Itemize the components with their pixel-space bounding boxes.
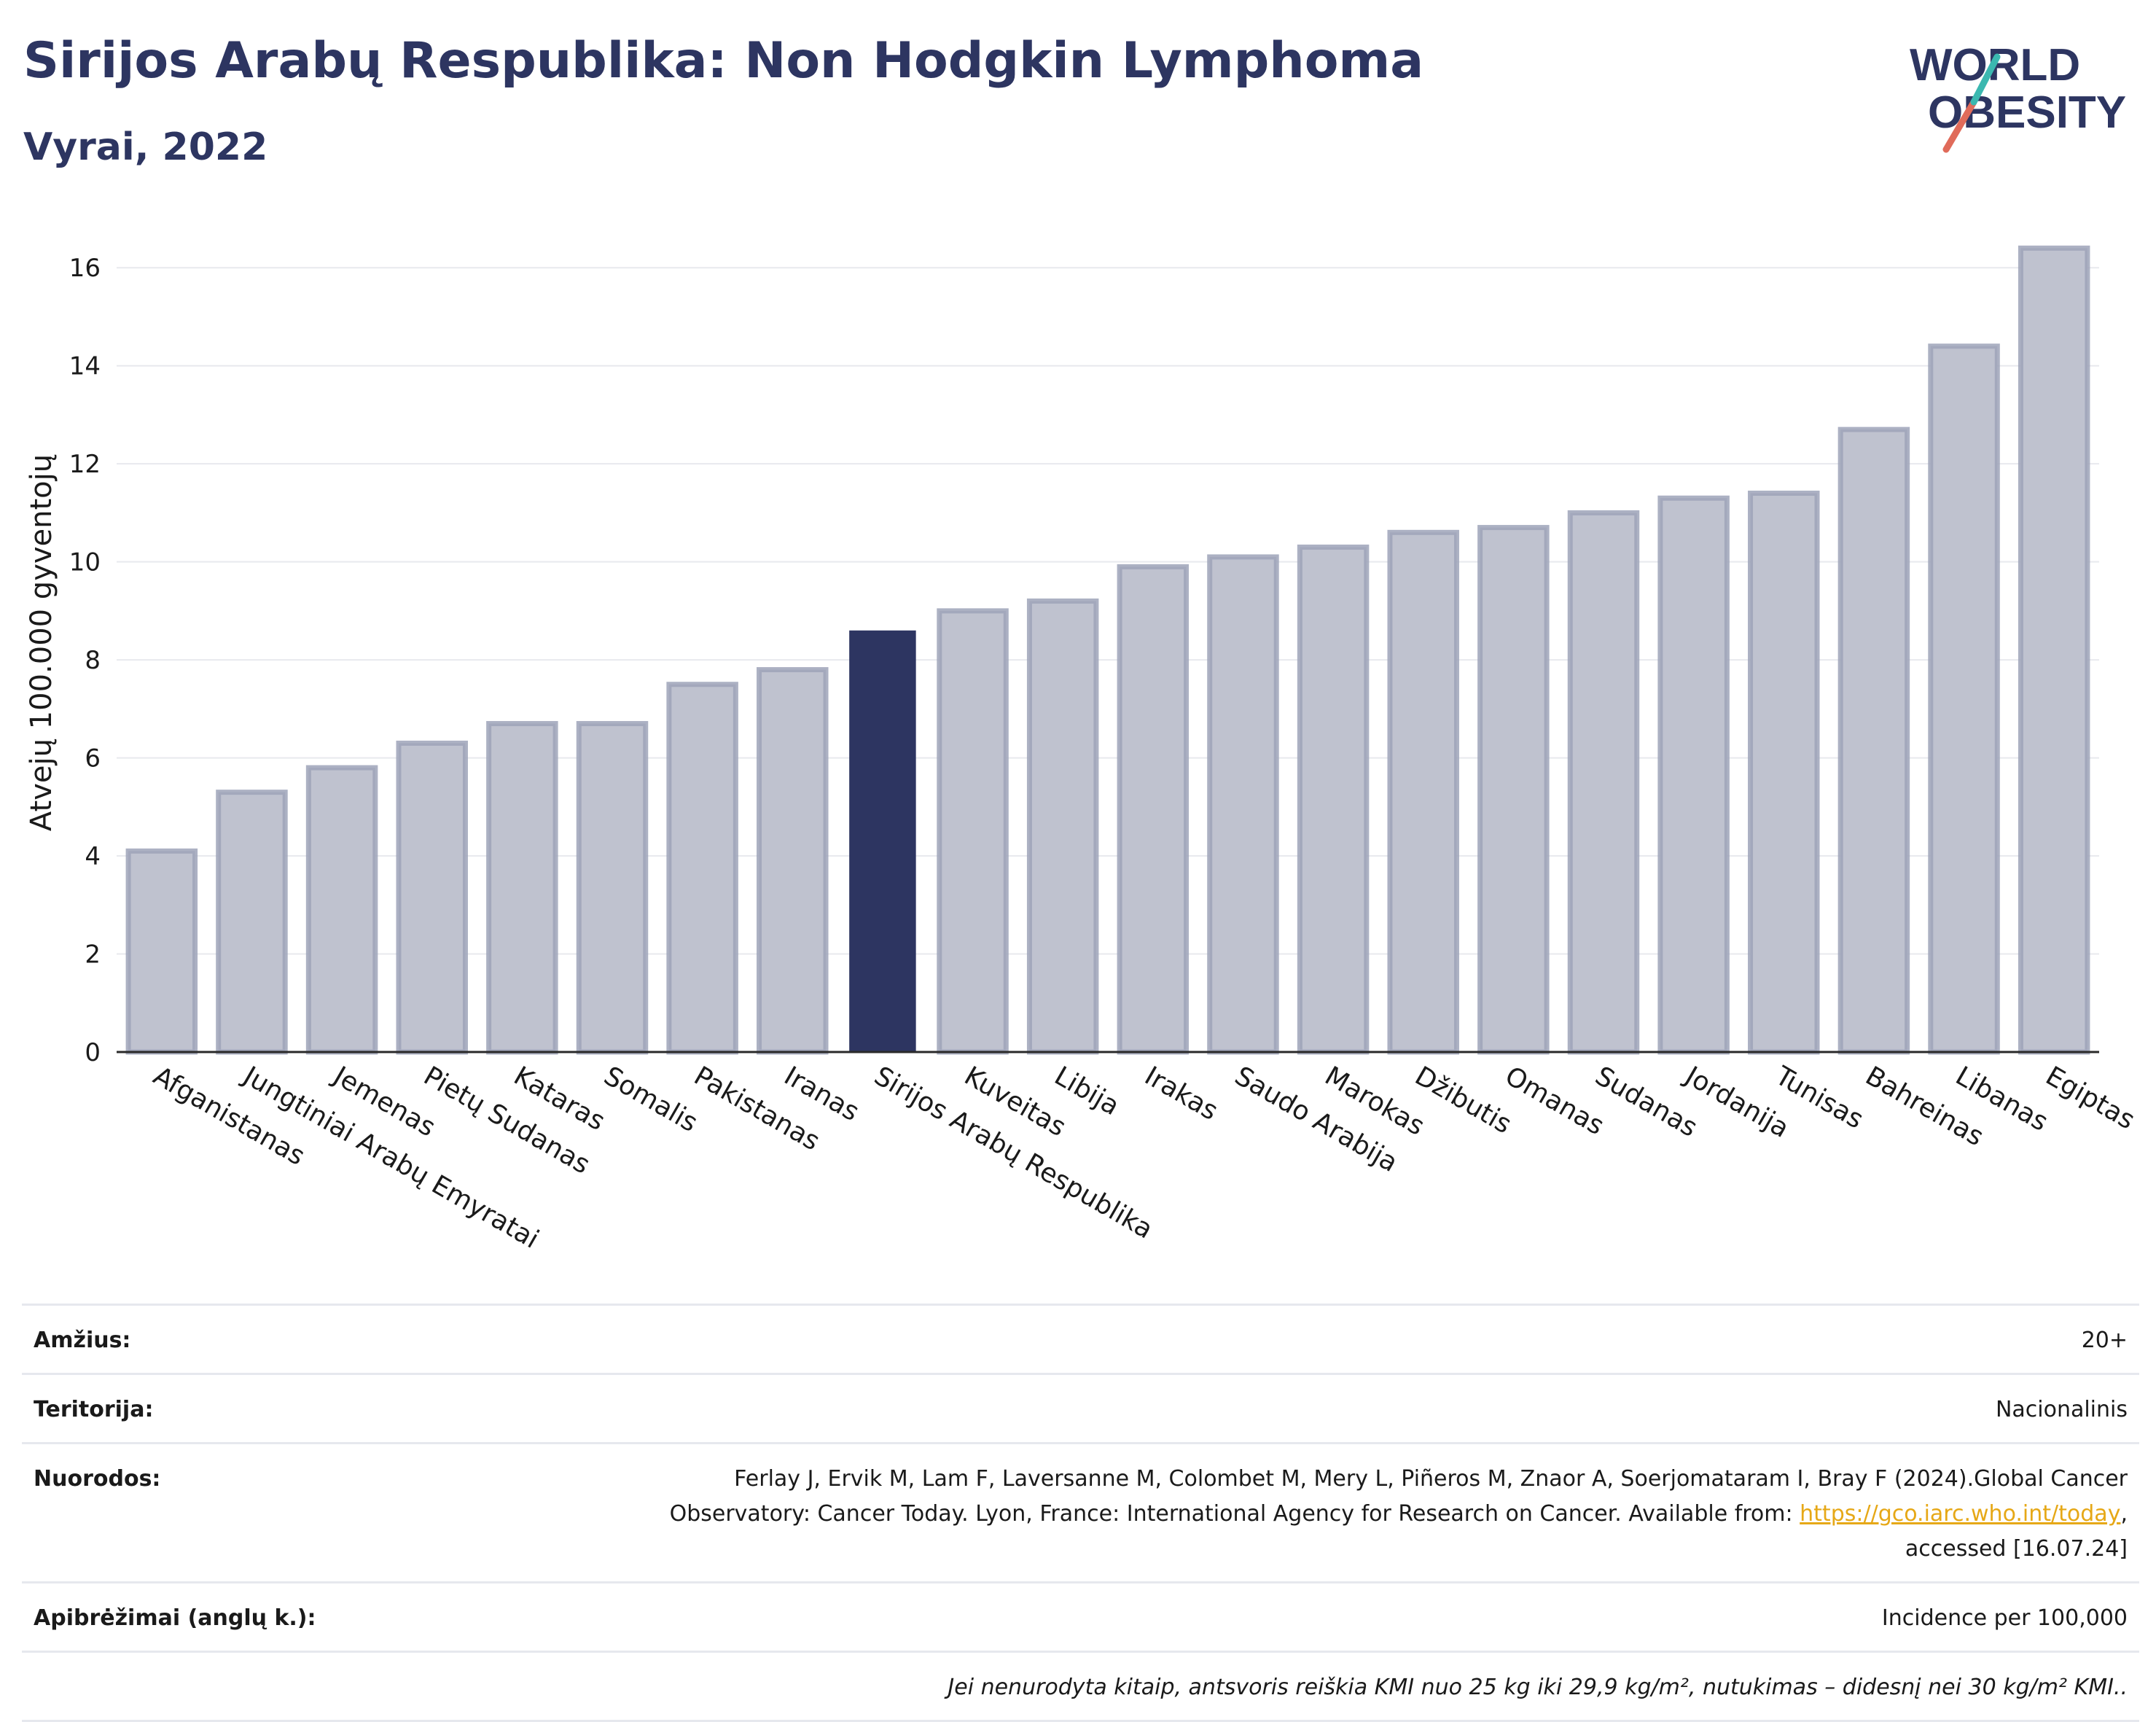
x-tick-label: Jordanija xyxy=(1679,1060,1794,1144)
bar xyxy=(1207,554,1279,1055)
bar xyxy=(2018,245,2090,1055)
definitions-value: Incidence per 100,000 xyxy=(1881,1605,2128,1631)
references-comma: , xyxy=(2120,1501,2128,1527)
y-tick-label: 8 xyxy=(85,646,101,675)
footnote: Jei nenurodyta kitaip, antsvoris reiškia… xyxy=(948,1675,2128,1700)
age-value: 20+ xyxy=(2081,1328,2128,1353)
references-line-2: Observatory: Cancer Today. Lyon, France:… xyxy=(669,1501,1800,1527)
bar xyxy=(1657,495,1730,1055)
page-title: Sirijos Arabų Respublika: Non Hodgkin Ly… xyxy=(23,32,1424,90)
references-text: Ferlay J, Ervik M, Lam F, Laversanne M, … xyxy=(670,1462,2128,1567)
x-tick-label: Irakas xyxy=(1139,1061,1222,1126)
bar xyxy=(1117,564,1190,1055)
x-tick-label: Džibutis xyxy=(1410,1061,1516,1139)
footer-row-territory: Teritorija: Nacionalinis xyxy=(22,1373,2139,1442)
y-tick-label: 4 xyxy=(85,842,101,871)
x-tick-label: Somalis xyxy=(599,1061,703,1138)
bar xyxy=(1928,343,2000,1055)
bar xyxy=(937,608,1009,1055)
bar xyxy=(1748,491,1820,1055)
bar-chart: 0 2 4 6 8 10 12 14 16 Atvejų 100.000 gyventojų Afg… xyxy=(25,245,2140,1255)
y-tick-label: 6 xyxy=(85,744,101,774)
bar xyxy=(396,740,468,1055)
bar xyxy=(1477,525,1550,1055)
references-label: Nuorodos: xyxy=(34,1466,161,1492)
bar xyxy=(1567,510,1640,1055)
bar xyxy=(757,667,829,1055)
x-tick-label: Egiptas xyxy=(2041,1061,2140,1135)
y-tick-label: 16 xyxy=(69,254,101,283)
bar xyxy=(305,765,378,1055)
bar xyxy=(1837,426,1910,1055)
chart-footer: Amžius: 20+ Teritorija: Nacionalinis Nuo… xyxy=(22,1304,2139,1722)
references-link[interactable]: https://gco.iarc.who.int/today xyxy=(1800,1501,2121,1527)
footer-row-definitions: Apibrėžimai (anglų k.): Incidence per 10… xyxy=(22,1581,2139,1651)
x-tick-label: Sudanas xyxy=(1590,1061,1703,1143)
bar xyxy=(1387,529,1459,1055)
bar xyxy=(1297,544,1370,1055)
y-axis-label: Atvejų 100.000 gyventojų xyxy=(25,454,58,831)
bar xyxy=(125,848,198,1055)
y-tick-label: 14 xyxy=(69,352,101,381)
y-tick-label: 2 xyxy=(85,940,101,970)
bar xyxy=(666,682,738,1055)
territory-label: Teritorija: xyxy=(34,1397,154,1422)
bar xyxy=(849,630,916,1052)
y-tick-label: 12 xyxy=(69,450,101,479)
page-subtitle: Vyrai, 2022 xyxy=(23,125,268,169)
x-tick-label: Omanas xyxy=(1500,1061,1609,1141)
bar xyxy=(216,790,288,1055)
bar xyxy=(486,721,558,1055)
bar xyxy=(576,721,649,1055)
age-label: Amžius: xyxy=(34,1328,131,1353)
logo-slash-teal xyxy=(1970,53,2001,106)
x-tick-label: Afganistanas xyxy=(148,1061,310,1172)
y-tick-label: 0 xyxy=(85,1038,101,1067)
references-line-3: accessed [16.07.24] xyxy=(1905,1536,2128,1562)
definitions-label: Apibrėžimai (anglų k.): xyxy=(34,1605,316,1631)
logo-slash-red xyxy=(1942,98,1977,153)
territory-value: Nacionalinis xyxy=(1995,1397,2128,1422)
world-obesity-logo: WORLD OBESITY xyxy=(1910,40,2126,153)
footer-row-references: Nuorodos: Ferlay J, Ervik M, Lam F, Lave… xyxy=(22,1442,2139,1581)
y-tick-label: 10 xyxy=(69,548,101,577)
references-line-1: Ferlay J, Ervik M, Lam F, Laversanne M, … xyxy=(734,1466,2128,1492)
footer-row-note: Jei nenurodyta kitaip, antsvoris reiškia… xyxy=(22,1651,2139,1722)
bar xyxy=(1026,598,1099,1055)
footer-row-age: Amžius: 20+ xyxy=(22,1304,2139,1373)
